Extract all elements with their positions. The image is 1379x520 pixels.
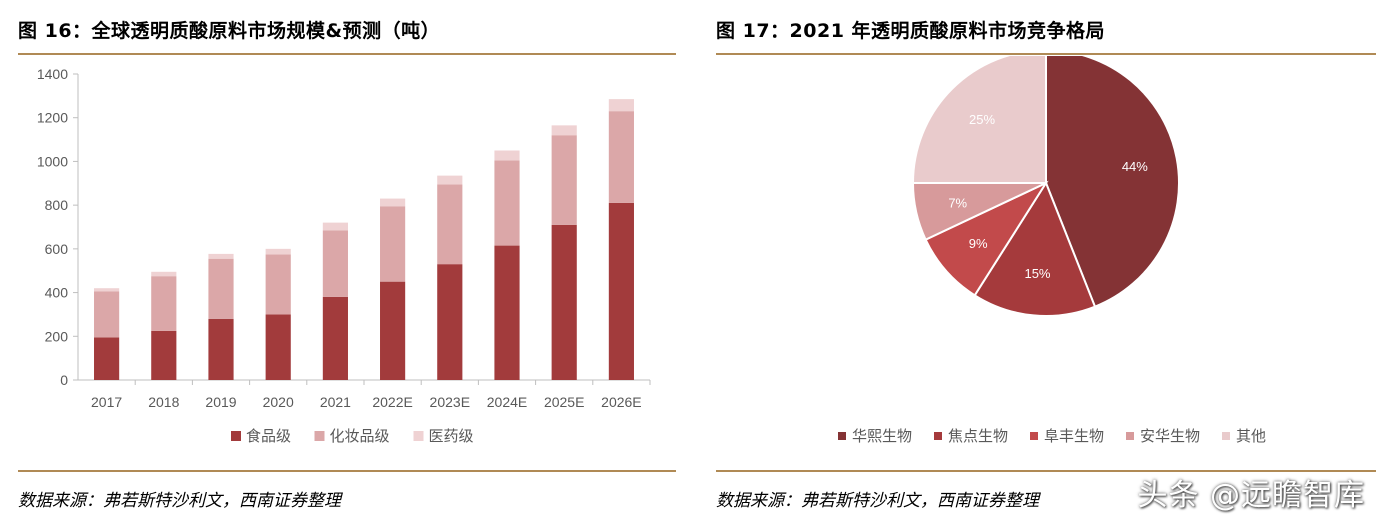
bar-segment (151, 330, 177, 380)
bottom-rule (18, 470, 676, 472)
bar-segment (380, 281, 406, 380)
legend-swatch (838, 432, 846, 440)
x-tick-label: 2022E (372, 394, 412, 410)
bar-segment (494, 150, 520, 161)
pie-value-label: 44% (1122, 159, 1148, 174)
pie-value-label: 9% (969, 236, 988, 251)
bar-segment (437, 175, 463, 185)
bar-segment (322, 230, 348, 297)
x-tick-label: 2025E (544, 394, 584, 410)
bar-segment (551, 135, 577, 225)
legend-label: 焦点生物 (948, 428, 1008, 445)
y-tick-label: 600 (45, 241, 69, 257)
x-tick-label: 2023E (430, 394, 470, 410)
legend-swatch (231, 431, 241, 441)
pie-figure-title: 图 17：2021 年透明质酸原料市场竞争格局 (716, 20, 1106, 42)
bar-segment (151, 271, 177, 277)
legend-swatch (1030, 432, 1038, 440)
legend-label: 医药级 (429, 428, 474, 445)
legend-label: 食品级 (246, 428, 291, 445)
pie-chart: 44% 15% 9% 7% 25% 华熙生物 焦点生物 阜丰生物 安华生物 其他 (838, 56, 1266, 445)
y-tick-label: 1200 (37, 110, 68, 126)
bar-segment (380, 206, 406, 282)
stacked-bar-chart: 0 200 400 600 800 1000 1200 1400 2017 2018 2019 202… (37, 66, 651, 445)
watermark: 头条 @远瞻智库 (1137, 478, 1365, 513)
pie-slice (1045, 56, 1180, 308)
bar-segment (265, 254, 291, 315)
y-tick-label: 1400 (37, 66, 68, 82)
x-tick-label: 2019 (205, 394, 236, 410)
x-tick-label: 2024E (487, 394, 527, 410)
bar-segment (208, 253, 234, 259)
legend-label: 化妆品级 (330, 428, 390, 445)
legend-label: 阜丰生物 (1044, 428, 1104, 445)
pie-value-label: 15% (1024, 266, 1050, 281)
y-tick-label: 1000 (37, 153, 68, 169)
bar-segment (608, 111, 634, 203)
bar-segment (94, 337, 120, 380)
legend-label: 其他 (1236, 428, 1266, 445)
bar-segment (551, 224, 577, 380)
bar-figure-title: 图 16：全球透明质酸原料市场规模&预测（吨） (18, 20, 441, 42)
pie-value-label: 25% (969, 112, 995, 127)
bar-segment (265, 248, 291, 255)
left-figure-panel: 图 16：全球透明质酸原料市场规模&预测（吨） 0 200 400 600 800 100… (18, 0, 676, 520)
bar-segment (608, 99, 634, 112)
top-rule (18, 53, 676, 55)
bar-segment (380, 198, 406, 207)
pie-slice (911, 56, 1047, 184)
x-tick-label: 2018 (148, 394, 179, 410)
bar-segment (94, 291, 120, 338)
x-tick-label: 2026E (601, 394, 641, 410)
bar-segment (208, 258, 234, 319)
legend-swatch (1222, 432, 1230, 440)
bar-segment (265, 314, 291, 380)
bar-figure-source: 数据来源：弗若斯特沙利文，西南证券整理 (18, 491, 341, 511)
bar-segment (208, 318, 234, 380)
bar-segment (151, 276, 177, 331)
bar-segment (494, 160, 520, 246)
bar-segment (322, 296, 348, 380)
bar-segment (494, 245, 520, 380)
x-tick-label: 2020 (263, 394, 294, 410)
bar-segment (551, 125, 577, 136)
x-tick-label: 2021 (320, 394, 351, 410)
pie-slice (973, 180, 1097, 317)
bar-segment (94, 288, 120, 292)
pie-figure-source: 数据来源：弗若斯特沙利文，西南证券整理 (716, 491, 1039, 511)
x-tick-label: 2017 (91, 394, 122, 410)
bar-segment (608, 202, 634, 380)
y-tick-label: 800 (45, 197, 69, 213)
bottom-rule (716, 470, 1376, 472)
legend-label: 安华生物 (1140, 428, 1200, 445)
right-figure-panel: 图 17：2021 年透明质酸原料市场竞争格局 44% 15% 9% 7% 25% 华熙生… (716, 0, 1376, 520)
bar-segment (437, 264, 463, 380)
bar-segment (437, 184, 463, 265)
legend-label: 华熙生物 (852, 428, 912, 445)
y-tick-label: 400 (45, 285, 69, 301)
bar-segment (322, 222, 348, 231)
top-rule (716, 53, 1376, 55)
legend-swatch (413, 431, 424, 441)
legend-swatch (1126, 432, 1134, 440)
pie-value-label: 7% (948, 196, 967, 211)
legend-swatch (314, 431, 325, 441)
legend-swatch (934, 432, 942, 440)
y-tick-label: 0 (60, 372, 68, 388)
y-tick-label: 200 (45, 328, 69, 344)
